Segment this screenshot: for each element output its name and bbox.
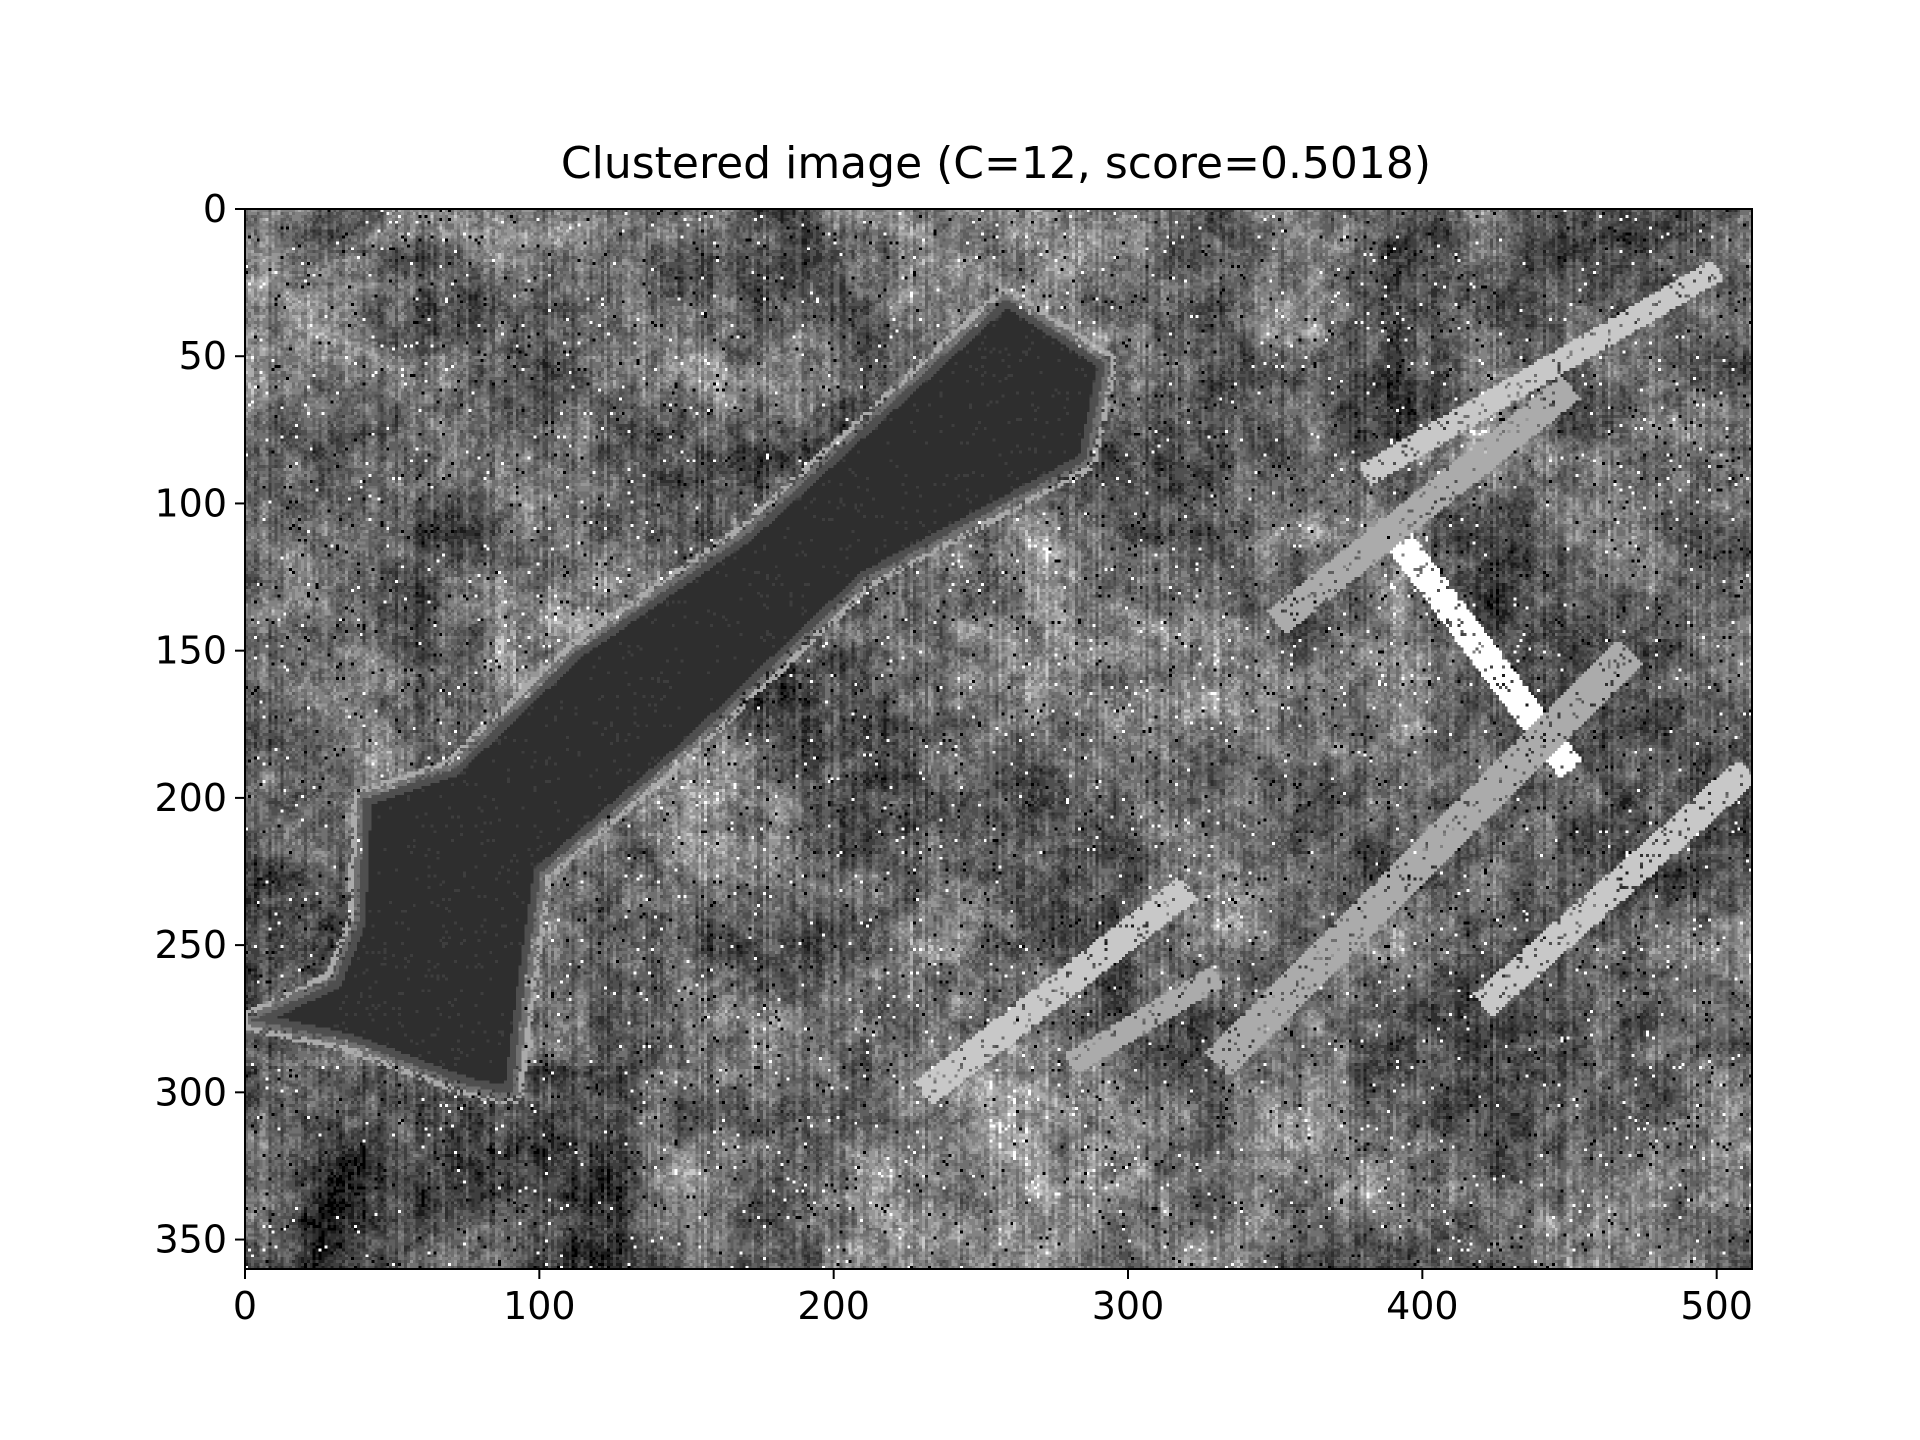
y-tick-label: 150 [154, 629, 227, 673]
y-tick-label: 0 [203, 187, 227, 231]
x-tick-label: 200 [797, 1284, 870, 1328]
chart-title: Clustered image (C=12, score=0.5018) [561, 138, 1431, 189]
x-tick-label: 100 [503, 1284, 576, 1328]
y-axis: 0 50 100 150 200 250 300 350 [154, 187, 245, 1262]
plot-frame [244, 208, 1753, 1270]
x-tick-label: 300 [1092, 1284, 1165, 1328]
x-tick-label: 0 [233, 1284, 257, 1328]
y-tick-label: 100 [154, 481, 227, 525]
y-tick-label: 250 [154, 923, 227, 967]
x-tick-label: 500 [1680, 1284, 1753, 1328]
cluster-image [245, 209, 1752, 1269]
y-tick-label: 50 [179, 334, 227, 378]
plot-area [244, 208, 1753, 1270]
y-tick-label: 200 [154, 776, 227, 820]
y-tick-label: 350 [154, 1218, 227, 1262]
x-tick-label: 400 [1386, 1284, 1459, 1328]
y-tick-label: 300 [154, 1070, 227, 1114]
x-axis: 0 100 200 300 400 500 [233, 1269, 1753, 1328]
